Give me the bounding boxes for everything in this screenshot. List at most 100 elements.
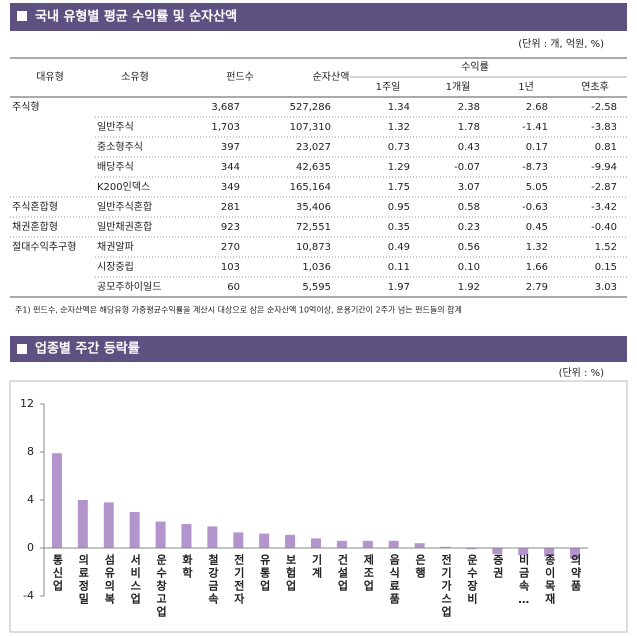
- bar: [466, 548, 477, 550]
- x-tick-label: 증권: [491, 554, 504, 580]
- chart: -4 0 4 8 12 통신업 의료정밀 섬유의복 서비스업 운수창고업 화학 철강금속 전기전자 유통업…: [20, 397, 588, 619]
- cell: 5,595: [302, 282, 331, 293]
- x-tick-label: 통신업: [51, 554, 64, 593]
- y-tick-label: 4: [27, 493, 34, 506]
- title-bullet: [17, 11, 27, 21]
- table-unit: (단위 : 개, 억원, %): [518, 37, 604, 50]
- cell: 1.32: [388, 122, 410, 133]
- cell: 0.35: [388, 222, 410, 233]
- bar: [544, 548, 555, 557]
- cell: 3.07: [458, 182, 480, 193]
- cell: -2.58: [591, 102, 617, 113]
- cell: 1.66: [526, 262, 548, 273]
- table-note: 주1) 펀드수, 순자산액은 해당유형 가중평균수익률을 계산시 대상으로 삼은…: [15, 305, 462, 315]
- x-tick-label: 보험업: [284, 554, 297, 593]
- bar: [129, 512, 140, 548]
- column-header: 펀드수: [226, 71, 254, 83]
- table-title: 국내 유형별 평균 수익률 및 순자산액: [35, 9, 237, 25]
- cell: 0.11: [388, 262, 410, 273]
- column-header: 1개월: [446, 81, 471, 93]
- cell: 35,406: [296, 202, 331, 213]
- cell: 1,703: [211, 122, 240, 133]
- x-tick-label: 전기전자: [232, 553, 245, 606]
- row-label: 공모주하이일드: [97, 280, 161, 293]
- column-header: 소유형: [121, 71, 149, 83]
- cell: 23,027: [296, 142, 331, 153]
- cell: -2.87: [591, 182, 617, 193]
- cell: -0.07: [454, 162, 480, 173]
- x-tick-label: 의약품: [569, 553, 582, 593]
- bar: [492, 548, 503, 554]
- row-label: 주식혼합형: [12, 200, 58, 213]
- bar: [207, 526, 218, 548]
- cell: 0.95: [388, 202, 410, 213]
- bar: [233, 532, 244, 548]
- chart-header-bar: [10, 336, 627, 362]
- cell: 1,036: [302, 262, 331, 273]
- cell: 0.58: [458, 202, 480, 213]
- y-tick-label: 12: [20, 397, 34, 410]
- x-tick-label: 운수창고업: [155, 554, 168, 619]
- cell: 527,286: [290, 102, 331, 113]
- cell: 0.45: [526, 222, 548, 233]
- x-tick-label: 제조업: [362, 553, 375, 593]
- chart-frame: [9, 380, 628, 633]
- cell: -0.40: [591, 222, 617, 233]
- cell: 0.43: [458, 142, 480, 153]
- row-label: 중소형주식: [97, 141, 143, 153]
- cell: 923: [221, 222, 240, 233]
- column-header: 대유형: [36, 71, 64, 83]
- cell: 103: [221, 262, 240, 273]
- x-tick-label: 유통업: [258, 554, 271, 593]
- cell: -0.63: [522, 202, 548, 213]
- cell: 60: [227, 282, 240, 293]
- y-tick-label: 0: [27, 541, 34, 554]
- row-label: 일반주식: [97, 121, 134, 133]
- cell: 1.97: [388, 282, 410, 293]
- cell: 1.92: [458, 282, 480, 293]
- x-tick-label: 비금속…: [517, 553, 530, 608]
- row-label: 채권혼합형: [12, 220, 58, 233]
- cell: 344: [221, 162, 240, 173]
- bar: [414, 543, 425, 548]
- y-tick-label: -4: [23, 589, 34, 602]
- cell: -9.94: [591, 162, 617, 173]
- cell: 10,873: [296, 242, 331, 253]
- cell: 1.52: [595, 242, 617, 253]
- cell: 5.05: [526, 182, 548, 193]
- x-tick-label: 섬유의복: [103, 553, 116, 606]
- row-label: 배당주식: [97, 161, 134, 173]
- cell: 0.49: [388, 242, 410, 253]
- cell: 3,687: [211, 102, 240, 113]
- cell: 0.81: [595, 142, 617, 153]
- x-tick-label: 운수장비: [465, 554, 478, 606]
- cell: 270: [221, 242, 240, 253]
- cell: 2.79: [526, 282, 548, 293]
- bar: [362, 540, 373, 548]
- cell: 0.56: [458, 242, 480, 253]
- cell: 72,551: [296, 222, 331, 233]
- cell: 0.17: [526, 142, 548, 153]
- cell: -8.73: [522, 162, 548, 173]
- cell: 0.10: [458, 262, 480, 273]
- bar: [181, 524, 192, 548]
- column-header: 1년: [518, 81, 534, 93]
- cell: 1.29: [388, 162, 410, 173]
- x-tick-label: 은행: [414, 554, 427, 580]
- bar: [440, 546, 451, 548]
- column-header: 1주일: [376, 81, 401, 93]
- bar: [51, 453, 62, 548]
- bar: [259, 533, 270, 548]
- row-label: 채권알파: [97, 241, 134, 253]
- x-tick-label: 철강금속: [206, 553, 219, 606]
- cell: -1.41: [522, 122, 548, 133]
- cell: 0.23: [458, 222, 480, 233]
- cell: -3.83: [591, 122, 617, 133]
- row-label: K200인덱스: [97, 181, 150, 193]
- column-header: 연초후: [581, 81, 609, 93]
- bar: [570, 548, 581, 559]
- bar: [518, 548, 529, 556]
- chart-unit: (단위 : %): [559, 366, 605, 379]
